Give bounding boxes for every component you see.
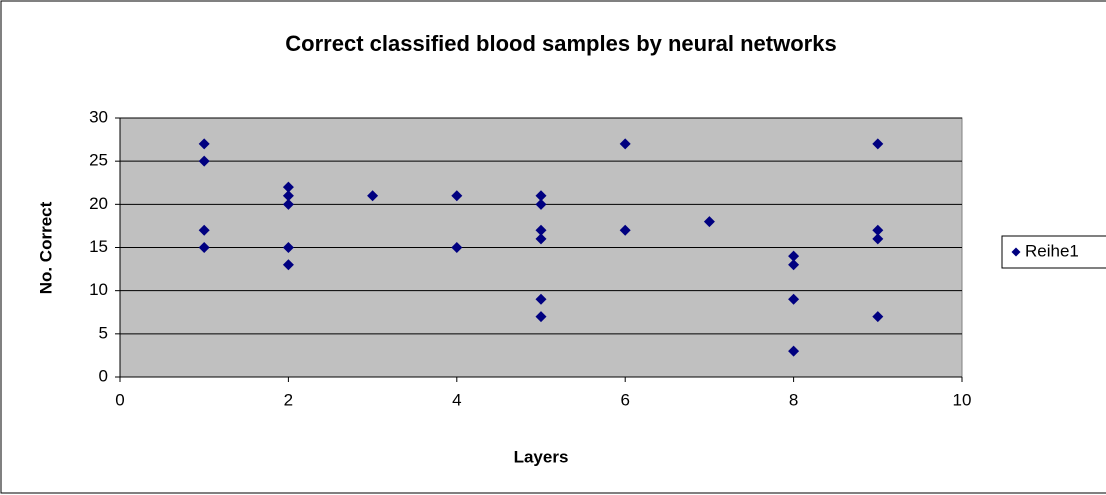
point [451, 242, 463, 253]
point [535, 198, 547, 210]
point [198, 224, 210, 236]
point [619, 138, 631, 150]
point [788, 293, 800, 305]
x-tick-label: 2 [284, 390, 293, 409]
point [198, 155, 210, 167]
legend-marker [1011, 247, 1021, 257]
y-tick-label: 5 [99, 323, 108, 342]
y-tick-label: 0 [99, 366, 108, 385]
point [703, 216, 715, 228]
chart-title: Correct classified blood samples by neur… [285, 31, 836, 56]
point [535, 224, 547, 236]
point [788, 345, 800, 357]
x-tick-label: 10 [953, 390, 972, 409]
point [282, 190, 294, 202]
x-tick-label: 8 [789, 390, 798, 409]
y-tick-label: 10 [89, 280, 108, 299]
x-tick-label: 6 [620, 390, 629, 409]
point [535, 190, 547, 202]
x-tick-label: 4 [452, 390, 461, 409]
point [619, 224, 631, 236]
point [451, 190, 463, 202]
y-tick-label: 20 [89, 194, 108, 213]
x-axis-label: Layers [514, 447, 569, 466]
point [872, 138, 884, 150]
point [872, 224, 884, 236]
point [535, 233, 547, 245]
point [282, 198, 294, 210]
y-axis-label: No. Correct [36, 201, 55, 294]
point [198, 242, 210, 253]
point [282, 181, 294, 193]
point [788, 250, 800, 262]
y-tick-label: 15 [89, 237, 108, 256]
legend-label: Reihe1 [1025, 241, 1079, 260]
point [788, 259, 800, 271]
x-tick-label: 0 [115, 390, 124, 409]
point [872, 233, 884, 245]
point [872, 311, 884, 323]
point [535, 293, 547, 305]
y-tick-label: 25 [89, 151, 108, 170]
point [198, 138, 210, 150]
y-tick-label: 30 [89, 107, 108, 126]
point [367, 190, 379, 202]
point [282, 242, 294, 253]
point [535, 311, 547, 323]
point [282, 259, 294, 271]
